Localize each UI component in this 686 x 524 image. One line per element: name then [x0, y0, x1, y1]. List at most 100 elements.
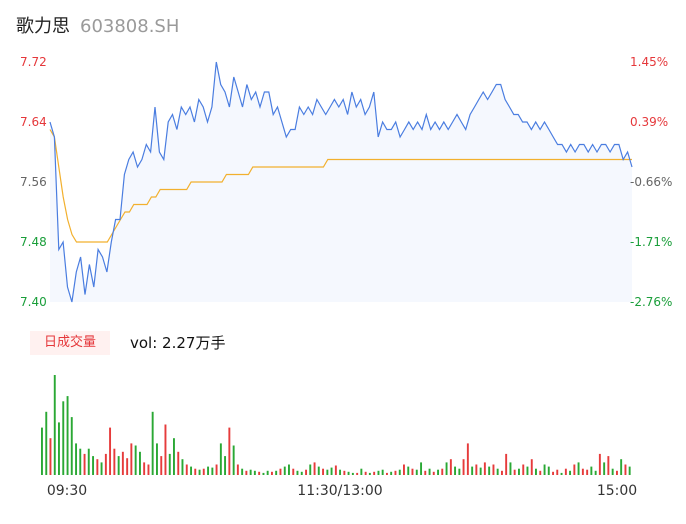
- volume-bar: [581, 468, 584, 475]
- volume-bar: [364, 471, 367, 475]
- volume-bar: [390, 471, 393, 475]
- volume-bar: [58, 422, 60, 475]
- volume-bar: [113, 448, 116, 475]
- x-tick-label: 11:30/13:00: [297, 483, 382, 499]
- volume-bar: [415, 469, 418, 475]
- volume-bar: [526, 466, 529, 475]
- volume-bar: [194, 468, 197, 475]
- volume-bar: [577, 462, 580, 475]
- volume-bar: [377, 470, 380, 475]
- volume-bar: [134, 445, 137, 475]
- volume-bar: [598, 453, 601, 475]
- y-tick-label: 7.48: [20, 235, 47, 249]
- volume-bar: [496, 468, 499, 475]
- volume-bar: [594, 470, 597, 475]
- volume-bar: [607, 456, 610, 475]
- volume-bar: [483, 462, 486, 475]
- volume-bar: [66, 396, 69, 475]
- volume-bar: [288, 464, 290, 475]
- volume-bar: [224, 456, 227, 475]
- volume-bar: [219, 443, 222, 475]
- y-axis-left-ticks: 7.72 7.64 7.56 7.48 7.40: [20, 55, 47, 309]
- volume-bar: [292, 468, 295, 475]
- volume-bar: [181, 459, 184, 475]
- volume-tab[interactable]: 日成交量: [30, 331, 110, 355]
- volume-bar: [386, 472, 388, 475]
- volume-bar: [356, 472, 359, 475]
- volume-bar: [339, 469, 342, 475]
- volume-bar: [539, 470, 542, 475]
- volume-bar: [117, 456, 120, 475]
- chart-header: 歌力思 603808.SH: [16, 12, 179, 38]
- volume-bar: [322, 468, 325, 475]
- volume-bar: [198, 469, 201, 475]
- volume-bar: [547, 466, 550, 475]
- volume-bar: [300, 471, 303, 475]
- volume-bar: [202, 468, 205, 475]
- volume-bar: [552, 471, 555, 475]
- volume-bar: [492, 464, 495, 475]
- volume-bar: [535, 468, 537, 475]
- volume-bar: [190, 466, 193, 475]
- volume-bar: [143, 462, 146, 475]
- volume-bar: [501, 470, 503, 475]
- volume-bar: [569, 470, 572, 475]
- volume-bar: [245, 470, 248, 475]
- volume-bar: [100, 462, 103, 475]
- volume-bar: [411, 468, 414, 475]
- volume-bar: [313, 462, 316, 475]
- y-tick-label: 7.40: [20, 295, 47, 309]
- volume-bar: [275, 470, 278, 475]
- y-right-tick-label: -2.76%: [630, 295, 672, 309]
- volume-bar: [207, 466, 210, 475]
- volume-bar: [79, 448, 82, 475]
- volume-bar: [458, 468, 461, 475]
- volume-bar: [258, 471, 261, 475]
- volume-bar: [41, 427, 43, 475]
- volume-bar: [628, 466, 631, 475]
- volume-bar: [75, 443, 78, 475]
- volume-bar: [177, 451, 180, 475]
- volume-bar: [326, 469, 329, 475]
- volume-bar: [479, 467, 482, 475]
- volume-bar: [185, 464, 188, 475]
- volume-bar: [87, 448, 90, 475]
- price-line: [49, 61, 633, 303]
- volume-bar: [343, 470, 346, 475]
- volume-bar: [449, 459, 452, 475]
- volume-bar: [603, 462, 606, 475]
- volume-bar: [121, 451, 124, 475]
- volume-bar: [564, 468, 567, 475]
- volume-bar: [611, 468, 614, 475]
- volume-bar: [620, 459, 623, 475]
- volume-bar: [317, 466, 320, 475]
- volume-bar: [522, 464, 525, 475]
- volume-bar: [590, 466, 593, 475]
- volume-bar: [560, 472, 563, 475]
- volume-bar: [471, 466, 474, 475]
- volume-bar: [249, 469, 252, 475]
- volume-bar: [624, 464, 627, 475]
- volume-bar: [283, 466, 286, 475]
- volume-bar: [49, 438, 52, 475]
- y-axis-right-ticks: 1.45% 0.39% -0.66% -1.71% -2.76%: [630, 55, 672, 309]
- volume-bar: [296, 470, 299, 475]
- volume-bar: [139, 451, 141, 475]
- volume-bar: [211, 467, 214, 475]
- volume-bar: [215, 464, 218, 475]
- volume-bar: [488, 466, 491, 475]
- volume-bar: [543, 464, 546, 475]
- volume-bar: [454, 466, 457, 475]
- volume-bar: [96, 459, 99, 475]
- volume-bar: [530, 459, 533, 475]
- volume-bar: [253, 470, 256, 475]
- volume-bar: [164, 424, 167, 475]
- volume-bar: [53, 375, 56, 475]
- volume-bars: [41, 375, 631, 475]
- volume-bar: [228, 427, 231, 475]
- volume-bar: [505, 453, 508, 475]
- volume-bar: [586, 469, 589, 475]
- volume-bar: [466, 443, 469, 475]
- volume-bar: [403, 464, 405, 475]
- volume-bar: [173, 438, 175, 475]
